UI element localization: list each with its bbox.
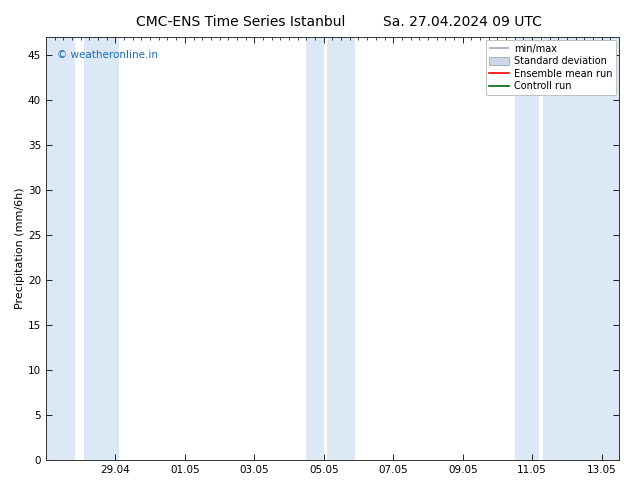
Bar [515,37,539,460]
Bar [84,37,119,460]
Y-axis label: Precipitation (mm/6h): Precipitation (mm/6h) [15,188,25,309]
Bar [46,37,75,460]
Bar [543,37,619,460]
Legend: min/max, Standard deviation, Ensemble mean run, Controll run: min/max, Standard deviation, Ensemble me… [486,40,616,95]
Text: CMC-ENS Time Series Istanbul: CMC-ENS Time Series Istanbul [136,15,346,29]
Text: Sa. 27.04.2024 09 UTC: Sa. 27.04.2024 09 UTC [384,15,542,29]
Text: © weatheronline.in: © weatheronline.in [57,50,158,60]
Bar [327,37,355,460]
Bar [306,37,324,460]
